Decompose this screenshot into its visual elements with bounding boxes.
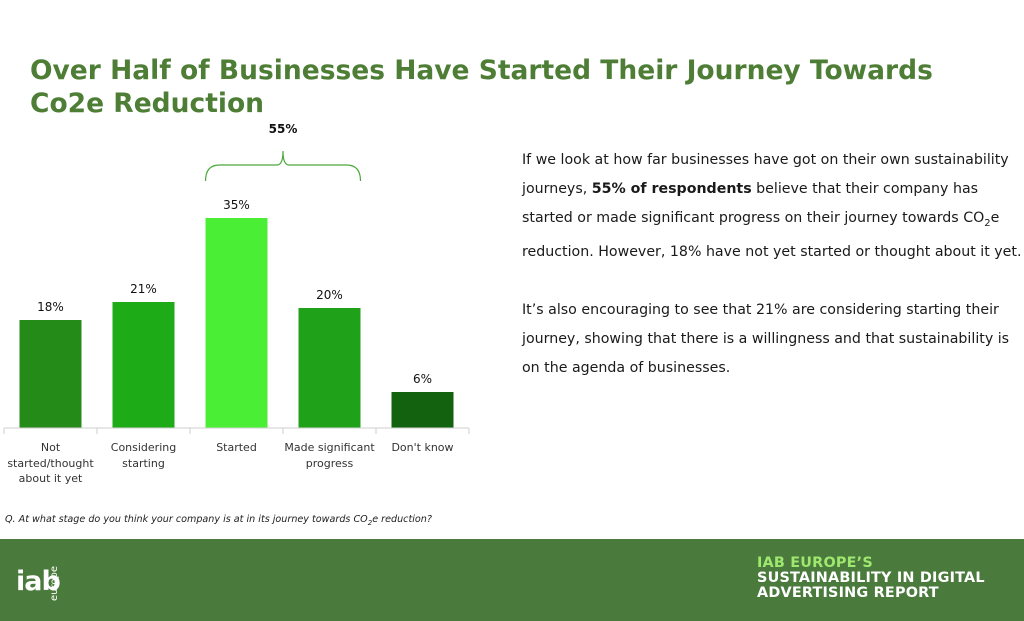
question-subscript: 2 bbox=[367, 518, 373, 527]
commentary: If we look at how far businesses have go… bbox=[522, 146, 1022, 412]
category-label-1: Considering starting bbox=[110, 441, 177, 470]
category-label-2: Started bbox=[216, 441, 257, 454]
category-label-0: Not started/thought about it yet bbox=[7, 441, 94, 485]
category-label-4: Don't know bbox=[391, 441, 454, 454]
report-title-line-1: IAB EUROPE’S bbox=[757, 555, 873, 571]
p1-text-mid: believe that their company has started o… bbox=[522, 181, 985, 226]
p1-text-end: e reduction. However, 18% have not yet s… bbox=[522, 210, 1022, 260]
bracket-label: 55% bbox=[269, 122, 298, 136]
bar-0 bbox=[19, 320, 82, 428]
p1-text-start: If we look at how far businesses have go… bbox=[522, 152, 1009, 197]
commentary-paragraph-2: It’s also encouraging to see that 21% ar… bbox=[522, 301, 1010, 376]
value-label-1: 21% bbox=[130, 282, 157, 296]
page-title: Over Half of Businesses Have Started The… bbox=[30, 55, 933, 119]
value-label-2: 35% bbox=[223, 198, 250, 212]
report-title: IAB EUROPE’S SUSTAINABILITY IN DIGITAL A… bbox=[757, 556, 985, 601]
question-text: Q. At what stage do you think your compa… bbox=[5, 514, 368, 525]
bar-4 bbox=[391, 392, 454, 428]
report-title-line-3: ADVERTISING REPORT bbox=[757, 585, 939, 601]
bracket-marker bbox=[204, 150, 362, 182]
footer-banner: iab europe IAB EUROPE’S SUSTAINABILITY I… bbox=[0, 539, 1024, 621]
survey-question: Q. At what stage do you think your compa… bbox=[5, 514, 432, 527]
category-label-3: Made significant progress bbox=[284, 441, 375, 470]
iab-logo: iab bbox=[16, 566, 61, 597]
value-label-3: 20% bbox=[316, 288, 343, 302]
p1-highlight: 55% of respondents bbox=[591, 181, 752, 197]
bar-1 bbox=[112, 302, 175, 428]
bar-chart: 18% 21% 35% 20% 6% 55% bbox=[3, 122, 470, 434]
iab-europe-logo-text: europe bbox=[49, 566, 60, 601]
svg-text:europe: europe bbox=[49, 566, 60, 601]
bar-3 bbox=[298, 308, 361, 428]
question-text-end: e reduction? bbox=[372, 514, 432, 525]
value-label-0: 18% bbox=[37, 300, 64, 314]
p1-subscript: 2 bbox=[984, 217, 991, 229]
bar-2 bbox=[205, 218, 268, 428]
commentary-paragraph-1: If we look at how far businesses have go… bbox=[522, 146, 1022, 267]
report-title-line-2: SUSTAINABILITY IN DIGITAL bbox=[757, 570, 985, 586]
value-label-4: 6% bbox=[413, 372, 432, 386]
